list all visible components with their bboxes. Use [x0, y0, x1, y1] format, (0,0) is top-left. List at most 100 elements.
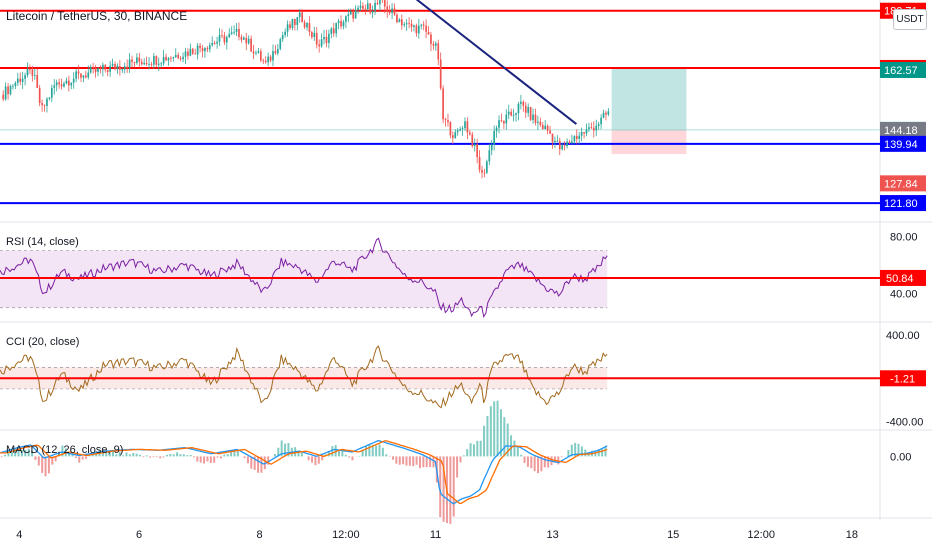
profit-zone [612, 68, 687, 130]
candle-down [202, 48, 204, 51]
candle-down [224, 36, 226, 43]
candle-up [172, 57, 174, 58]
candle-up [66, 81, 68, 84]
candle-up [508, 112, 510, 115]
candle-down [199, 46, 201, 49]
candle-up [462, 128, 464, 129]
candle-up [279, 39, 281, 49]
candle-down [559, 141, 561, 150]
candle-down [369, 3, 371, 12]
macd-histogram-bar [200, 456, 202, 462]
candle-down [41, 103, 43, 105]
macd-histogram-bar [159, 456, 161, 458]
candle-down [170, 58, 172, 59]
candle-up [121, 69, 123, 70]
macd-histogram-bar [223, 455, 225, 457]
candle-down [311, 32, 313, 37]
macd-histogram-bar [308, 456, 310, 460]
macd-histogram-bar [419, 456, 421, 468]
candle-down [192, 49, 194, 54]
candle-down [501, 120, 503, 121]
candle-down [78, 71, 80, 73]
candle-down [440, 59, 442, 88]
candle-up [258, 51, 260, 53]
currency-badge[interactable]: USDT [893, 9, 927, 30]
macd-histogram-bar [41, 456, 43, 473]
candle-down [39, 88, 41, 103]
candle-up [321, 39, 323, 46]
candle-up [248, 39, 250, 44]
candle-up [5, 86, 7, 99]
candle-up [496, 128, 498, 131]
macd-histogram-bar [227, 454, 229, 456]
candle-down [364, 9, 366, 10]
candle-up [168, 58, 170, 60]
macd-histogram-bar [301, 453, 303, 457]
candle-up [347, 14, 349, 16]
macd-histogram-bar [368, 445, 370, 457]
candle-up [117, 66, 119, 69]
price-label: 127.84 [884, 178, 918, 190]
candle-up [474, 144, 476, 146]
candle-down [92, 67, 94, 68]
macd-histogram-bar [348, 456, 350, 457]
candle-down [304, 22, 306, 27]
macd-histogram-bar [416, 456, 418, 464]
candle-up [527, 107, 529, 113]
candle-up [163, 57, 165, 64]
candle-up [160, 63, 162, 64]
candle-down [450, 122, 452, 135]
candle-up [454, 132, 456, 138]
macd-histogram-bar [213, 456, 215, 462]
macd-histogram-bar [48, 456, 50, 473]
candle-up [574, 136, 576, 141]
candle-up [228, 34, 230, 37]
macd-histogram-bar [399, 456, 401, 464]
candle-down [467, 121, 469, 132]
candle-up [357, 8, 359, 10]
candle-up [204, 48, 206, 51]
cci-tick-label: -400.00 [886, 416, 923, 428]
candle-up [209, 45, 211, 49]
candle-up [379, 0, 381, 4]
candle-up [488, 150, 490, 161]
candle-down [333, 28, 335, 33]
candle-down [326, 37, 328, 43]
candle-down [194, 54, 196, 55]
candle-down [503, 121, 505, 123]
candle-up [554, 141, 556, 142]
candle-up [515, 113, 517, 115]
candle-up [136, 57, 138, 63]
macd-histogram-bar [82, 456, 84, 459]
candle-down [134, 62, 136, 63]
candle-down [442, 88, 444, 119]
macd-histogram-bar [284, 444, 286, 457]
candle-down [377, 3, 379, 4]
candle-up [544, 126, 546, 129]
macd-histogram-bar [196, 456, 198, 461]
candle-up [505, 115, 507, 124]
candle-up [491, 145, 493, 150]
candle-down [44, 105, 46, 106]
candle-up [343, 22, 345, 27]
macd-histogram-bar [78, 456, 80, 462]
candle-up [292, 19, 294, 28]
candle-down [549, 131, 551, 134]
candle-up [56, 82, 58, 85]
candle-down [221, 35, 223, 36]
candle-up [272, 51, 274, 60]
candle-up [143, 63, 145, 64]
candle-down [238, 29, 240, 37]
macd-histogram-bar [382, 448, 384, 457]
time-tick-label: 13 [547, 529, 559, 541]
macd-histogram-bar [142, 456, 144, 457]
candle-up [129, 60, 131, 69]
macd-histogram-bar [537, 456, 539, 473]
candle-down [80, 74, 82, 78]
candle-down [386, 7, 388, 12]
candle-up [90, 67, 92, 72]
candle-down [569, 142, 571, 143]
macd-histogram-bar [247, 456, 249, 463]
